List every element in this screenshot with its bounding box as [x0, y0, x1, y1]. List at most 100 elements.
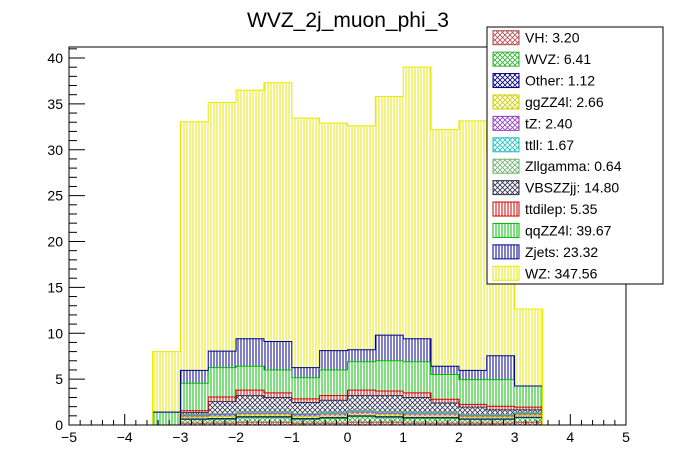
legend-swatch-wvz — [492, 51, 520, 67]
legend-entry-zjets: Zjets: 23.32 — [492, 244, 598, 260]
bar-zjets-bin-12 — [486, 355, 515, 380]
bar-tz-bin-6 — [319, 413, 348, 416]
bar-qqzz4l-bin-6 — [319, 369, 348, 396]
bar-tz-bin-1 — [180, 415, 209, 418]
bar-ttll-bin-7 — [347, 410, 376, 413]
bar-wz-bin-0 — [152, 351, 181, 413]
bar-wvz-bin-11 — [458, 419, 487, 424]
bar-wz-bin-1 — [180, 121, 209, 371]
y-tick-label: 10 — [47, 325, 63, 341]
bar-ggzz4l-bin-5 — [291, 416, 320, 419]
bar-vh-bin-6 — [319, 423, 348, 425]
bar-vh-bin-1 — [180, 423, 209, 425]
bar-ttll-bin-3 — [236, 411, 264, 414]
bar-tz-bin-10 — [431, 413, 459, 416]
x-tick-label: 0 — [344, 429, 352, 445]
bar-ttdilep-bin-8 — [375, 391, 404, 396]
series-vbszzjj — [180, 395, 543, 415]
x-tick-label: −5 — [61, 429, 77, 445]
bar-tz-bin-7 — [347, 412, 376, 414]
bar-qqzz4l-bin-9 — [403, 361, 432, 393]
bar-ttdilep-bin-1 — [180, 410, 209, 413]
outline-zjets — [152, 334, 543, 425]
bar-wvz-bin-12 — [486, 419, 515, 424]
bar-vbszzjj-bin-10 — [431, 402, 459, 413]
legend-entry-vbszzjj: VBSZZjj: 14.80 — [492, 180, 619, 196]
bar-wvz-bin-13 — [514, 417, 543, 423]
y-tick-label: 20 — [47, 234, 63, 250]
legend-swatch-tz — [492, 115, 520, 131]
bar-ttdilep-bin-11 — [458, 404, 487, 408]
outline-vbszzjj — [152, 395, 543, 426]
bar-zjets-bin-4 — [263, 341, 292, 370]
series-ttdilep — [180, 390, 543, 413]
legend-label-wvz: WVZ: 6.41 — [525, 51, 591, 67]
bar-wz-bin-6 — [319, 123, 348, 351]
series-wvz — [180, 416, 543, 424]
legend-swatch-ttdilep — [492, 201, 520, 217]
legend-entry-vh: VH: 3.20 — [492, 30, 580, 46]
bar-ttdilep-bin-3 — [236, 390, 264, 396]
bar-ggzz4l-bin-13 — [514, 415, 543, 418]
y-tick-label: 30 — [47, 142, 63, 158]
bar-zjets-bin-9 — [403, 338, 432, 362]
bar-ggzz4l-bin-2 — [208, 416, 237, 419]
bar-ttll-bin-10 — [431, 412, 459, 414]
bar-qqzz4l-bin-2 — [208, 367, 237, 398]
bar-tz-bin-8 — [375, 413, 404, 415]
bar-vh-bin-10 — [431, 423, 459, 425]
bar-zjets-bin-5 — [291, 367, 320, 378]
outline-qqzz4l — [152, 360, 543, 425]
bar-wz-bin-4 — [263, 82, 292, 342]
bar-vbszzjj-bin-11 — [458, 407, 487, 415]
outline-zllgamma — [152, 409, 543, 426]
bar-ttll-bin-9 — [403, 412, 432, 414]
x-tick-label: 5 — [622, 429, 630, 445]
legend-label-other: Other: 1.12 — [525, 73, 595, 89]
bar-vbszzjj-bin-4 — [263, 397, 292, 412]
bar-ggzz4l-bin-7 — [347, 413, 376, 416]
bar-tz-bin-13 — [514, 413, 543, 416]
legend-swatch-ttll — [492, 137, 520, 153]
bar-ggzz4l-bin-12 — [486, 417, 515, 420]
bar-vbszzjj-bin-3 — [236, 395, 264, 412]
legend-swatch-wz — [492, 265, 520, 281]
legend-entry-wvz: WVZ: 6.41 — [492, 51, 591, 67]
bar-ttdilep-bin-2 — [208, 397, 237, 402]
bar-vbszzjj-bin-9 — [403, 397, 432, 413]
chart-title: WVZ_2j_muon_phi_3 — [247, 9, 449, 32]
bar-vh-bin-5 — [291, 423, 320, 425]
bar-ggzz4l-bin-10 — [431, 415, 459, 418]
bar-tz-bin-4 — [263, 413, 292, 415]
legend-label-wz: WZ: 347.56 — [525, 265, 598, 281]
bar-vbszzjj-bin-2 — [208, 401, 237, 414]
bar-tz-bin-12 — [486, 415, 515, 418]
bar-ggzz4l-bin-6 — [319, 415, 348, 418]
bar-qqzz4l-bin-1 — [180, 383, 209, 411]
series-zjets — [180, 335, 515, 384]
bar-wvz-bin-7 — [347, 416, 376, 423]
bar-wz-bin-10 — [431, 129, 459, 367]
bar-vh-bin-12 — [486, 423, 515, 425]
series-tz — [180, 412, 543, 418]
x-tick-label: −1 — [284, 429, 300, 445]
y-tick-label: 40 — [47, 50, 63, 66]
bar-wvz-bin-2 — [208, 419, 237, 424]
legend-entry-ttll: ttll: 1.67 — [492, 137, 574, 153]
bar-wvz-bin-1 — [180, 419, 209, 424]
bar-vh-bin-13 — [514, 422, 543, 425]
bar-wvz-bin-6 — [319, 418, 348, 424]
y-tick-label: 0 — [55, 417, 63, 433]
bar-vbszzjj-bin-6 — [319, 400, 348, 413]
legend-entry-tz: tZ: 2.40 — [492, 115, 573, 131]
outline-ttdilep — [152, 389, 543, 426]
bar-qqzz4l-bin-5 — [291, 377, 320, 399]
bar-wvz-bin-3 — [236, 417, 264, 423]
x-tick-label: −4 — [117, 429, 133, 445]
bar-qqzz4l-bin-13 — [514, 386, 543, 408]
bar-tz-bin-2 — [208, 414, 237, 417]
bar-wvz-bin-9 — [403, 418, 432, 424]
bar-vh-bin-4 — [263, 422, 292, 425]
bar-ggzz4l-bin-8 — [375, 414, 404, 417]
bar-ttll-bin-6 — [319, 412, 348, 414]
